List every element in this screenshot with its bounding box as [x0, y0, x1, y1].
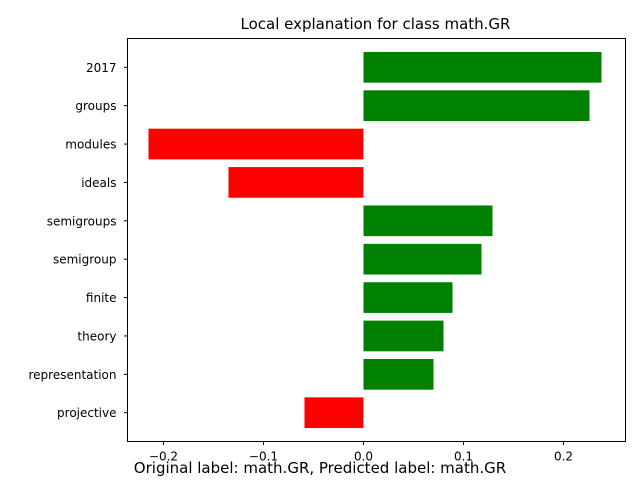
y-tick-label: semigroups: [47, 214, 117, 228]
y-tick-label: projective: [57, 406, 116, 420]
y-tick-label: groups: [75, 99, 116, 113]
y-tick-label: modules: [65, 138, 116, 152]
y-axis-ticks: 2017 groups modules ideals semigroups semigro…: [28, 61, 128, 420]
y-tick-label: theory: [77, 329, 116, 343]
x-tick-label: 0.1: [454, 450, 473, 464]
bar-2017: [363, 51, 602, 83]
x-tick-label: 0.0: [354, 450, 373, 464]
bar-finite: [363, 282, 453, 313]
bars: [148, 51, 602, 429]
x-tick-label: 0.2: [554, 450, 573, 464]
y-tick-label: 2017: [86, 61, 117, 75]
y-tick-label: ideals: [81, 176, 116, 190]
x-tick-label: −0.2: [149, 450, 178, 464]
bar-projective: [304, 397, 364, 429]
bar-representation: [363, 358, 434, 390]
bar-ideals: [228, 167, 364, 198]
caption: Original label: math.GR, Predicted label…: [133, 459, 507, 477]
bar-groups: [363, 90, 590, 122]
bar-semigroups: [363, 205, 493, 237]
bar-semigroup: [363, 243, 482, 275]
y-tick-label: semigroup: [53, 253, 117, 267]
bar-modules: [148, 128, 364, 160]
x-axis-ticks: −0.2 −0.1 0.0 0.1 0.2: [149, 441, 573, 464]
y-tick-label: finite: [86, 291, 117, 305]
chart-title: Local explanation for class math.GR: [241, 15, 511, 33]
bar-theory: [363, 320, 444, 352]
x-tick-label: −0.1: [249, 450, 278, 464]
y-tick-label: representation: [28, 368, 116, 382]
plot-frame: [127, 38, 626, 442]
